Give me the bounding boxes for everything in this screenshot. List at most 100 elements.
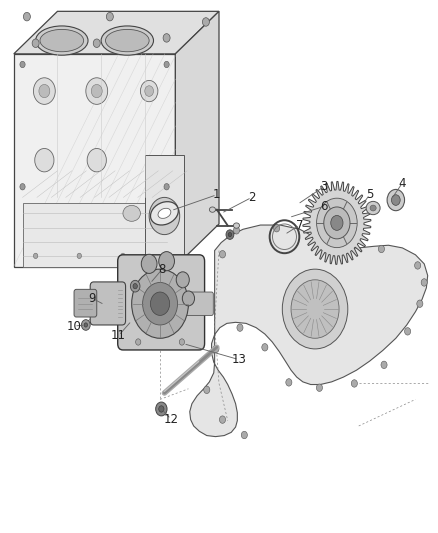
Circle shape: [286, 378, 292, 386]
Circle shape: [164, 183, 169, 190]
Circle shape: [219, 416, 226, 423]
Circle shape: [132, 269, 188, 338]
FancyBboxPatch shape: [74, 289, 97, 317]
Circle shape: [159, 406, 164, 412]
Circle shape: [387, 189, 405, 211]
Ellipse shape: [370, 205, 376, 211]
Text: 13: 13: [231, 353, 246, 366]
Bar: [22, 203, 166, 266]
Circle shape: [121, 253, 125, 259]
Circle shape: [33, 78, 55, 104]
Circle shape: [182, 291, 194, 306]
Circle shape: [378, 245, 385, 253]
Circle shape: [163, 34, 170, 42]
Circle shape: [23, 12, 30, 21]
Circle shape: [421, 279, 427, 286]
Circle shape: [213, 345, 219, 353]
Circle shape: [150, 292, 170, 316]
Text: 1: 1: [213, 188, 221, 201]
Circle shape: [417, 300, 423, 308]
Circle shape: [405, 328, 411, 335]
Text: 7: 7: [296, 219, 304, 231]
Polygon shape: [14, 11, 219, 54]
Ellipse shape: [106, 29, 149, 52]
Text: 6: 6: [320, 200, 328, 213]
Circle shape: [35, 149, 54, 172]
Text: 4: 4: [399, 176, 406, 190]
Circle shape: [155, 402, 167, 416]
Circle shape: [77, 253, 81, 259]
FancyBboxPatch shape: [186, 292, 213, 316]
Text: 2: 2: [248, 191, 255, 204]
Circle shape: [262, 344, 268, 351]
Text: 8: 8: [159, 263, 166, 276]
Circle shape: [219, 251, 226, 258]
Polygon shape: [175, 11, 219, 266]
Circle shape: [237, 324, 243, 332]
Circle shape: [86, 78, 108, 104]
Circle shape: [283, 269, 348, 349]
Circle shape: [32, 39, 39, 47]
Circle shape: [291, 280, 339, 338]
Circle shape: [20, 183, 25, 190]
Circle shape: [176, 272, 189, 288]
Text: 9: 9: [88, 292, 96, 305]
Circle shape: [226, 230, 234, 239]
Ellipse shape: [151, 201, 178, 225]
Polygon shape: [14, 54, 175, 266]
Ellipse shape: [35, 26, 88, 55]
Circle shape: [33, 253, 38, 259]
Text: 10: 10: [67, 320, 81, 333]
Ellipse shape: [123, 205, 141, 221]
Ellipse shape: [101, 26, 153, 55]
Circle shape: [93, 39, 100, 47]
Circle shape: [159, 252, 174, 271]
FancyBboxPatch shape: [90, 282, 126, 325]
Circle shape: [317, 198, 357, 248]
Circle shape: [233, 227, 240, 234]
Ellipse shape: [209, 207, 215, 212]
Text: 12: 12: [163, 413, 178, 425]
Circle shape: [331, 215, 343, 230]
Circle shape: [91, 84, 102, 98]
Circle shape: [87, 149, 106, 172]
Circle shape: [106, 12, 113, 21]
Text: 3: 3: [320, 180, 328, 193]
Circle shape: [20, 61, 25, 68]
Ellipse shape: [366, 201, 380, 215]
Circle shape: [415, 262, 421, 269]
Text: 11: 11: [111, 329, 126, 342]
Circle shape: [204, 386, 210, 393]
Circle shape: [392, 195, 400, 205]
Polygon shape: [303, 181, 371, 264]
Circle shape: [164, 61, 169, 68]
Circle shape: [141, 254, 157, 273]
Circle shape: [381, 361, 387, 368]
Circle shape: [143, 282, 177, 325]
Circle shape: [149, 197, 180, 235]
Circle shape: [133, 284, 138, 289]
Ellipse shape: [40, 29, 84, 52]
Circle shape: [141, 80, 158, 102]
Circle shape: [351, 379, 357, 387]
Circle shape: [316, 384, 322, 391]
Circle shape: [84, 323, 88, 327]
Ellipse shape: [158, 208, 171, 219]
Circle shape: [274, 224, 280, 232]
Bar: [145, 155, 184, 261]
Circle shape: [241, 431, 247, 439]
Circle shape: [131, 280, 140, 292]
Circle shape: [81, 320, 90, 330]
Circle shape: [179, 339, 184, 345]
Circle shape: [329, 247, 336, 254]
Circle shape: [145, 86, 153, 96]
FancyBboxPatch shape: [118, 255, 205, 350]
Circle shape: [228, 232, 232, 237]
Polygon shape: [190, 225, 427, 437]
Circle shape: [39, 84, 50, 98]
Text: 5: 5: [366, 188, 373, 201]
Circle shape: [136, 339, 141, 345]
Circle shape: [324, 207, 350, 239]
Circle shape: [202, 18, 209, 26]
Ellipse shape: [233, 223, 240, 228]
